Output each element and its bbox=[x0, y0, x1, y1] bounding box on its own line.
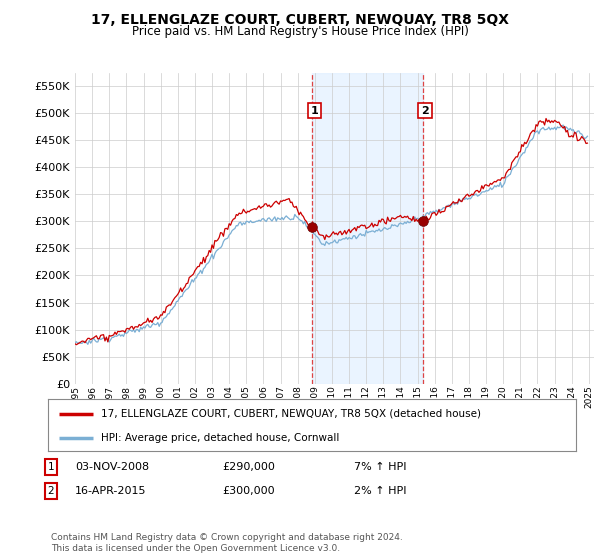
Text: 2% ↑ HPI: 2% ↑ HPI bbox=[354, 486, 407, 496]
Text: Contains HM Land Registry data © Crown copyright and database right 2024.
This d: Contains HM Land Registry data © Crown c… bbox=[51, 533, 403, 553]
Text: 16-APR-2015: 16-APR-2015 bbox=[75, 486, 146, 496]
Text: 17, ELLENGLAZE COURT, CUBERT, NEWQUAY, TR8 5QX (detached house): 17, ELLENGLAZE COURT, CUBERT, NEWQUAY, T… bbox=[101, 409, 481, 419]
Text: £290,000: £290,000 bbox=[222, 462, 275, 472]
Text: 03-NOV-2008: 03-NOV-2008 bbox=[75, 462, 149, 472]
Text: 2: 2 bbox=[421, 106, 429, 115]
Text: 7% ↑ HPI: 7% ↑ HPI bbox=[354, 462, 407, 472]
Text: 1: 1 bbox=[311, 106, 319, 115]
Text: 17, ELLENGLAZE COURT, CUBERT, NEWQUAY, TR8 5QX: 17, ELLENGLAZE COURT, CUBERT, NEWQUAY, T… bbox=[91, 13, 509, 27]
Text: £300,000: £300,000 bbox=[222, 486, 275, 496]
Text: Price paid vs. HM Land Registry's House Price Index (HPI): Price paid vs. HM Land Registry's House … bbox=[131, 25, 469, 38]
Text: HPI: Average price, detached house, Cornwall: HPI: Average price, detached house, Corn… bbox=[101, 433, 339, 443]
Text: 1: 1 bbox=[47, 462, 55, 472]
Bar bbox=[312, 73, 422, 384]
Text: 2: 2 bbox=[47, 486, 55, 496]
